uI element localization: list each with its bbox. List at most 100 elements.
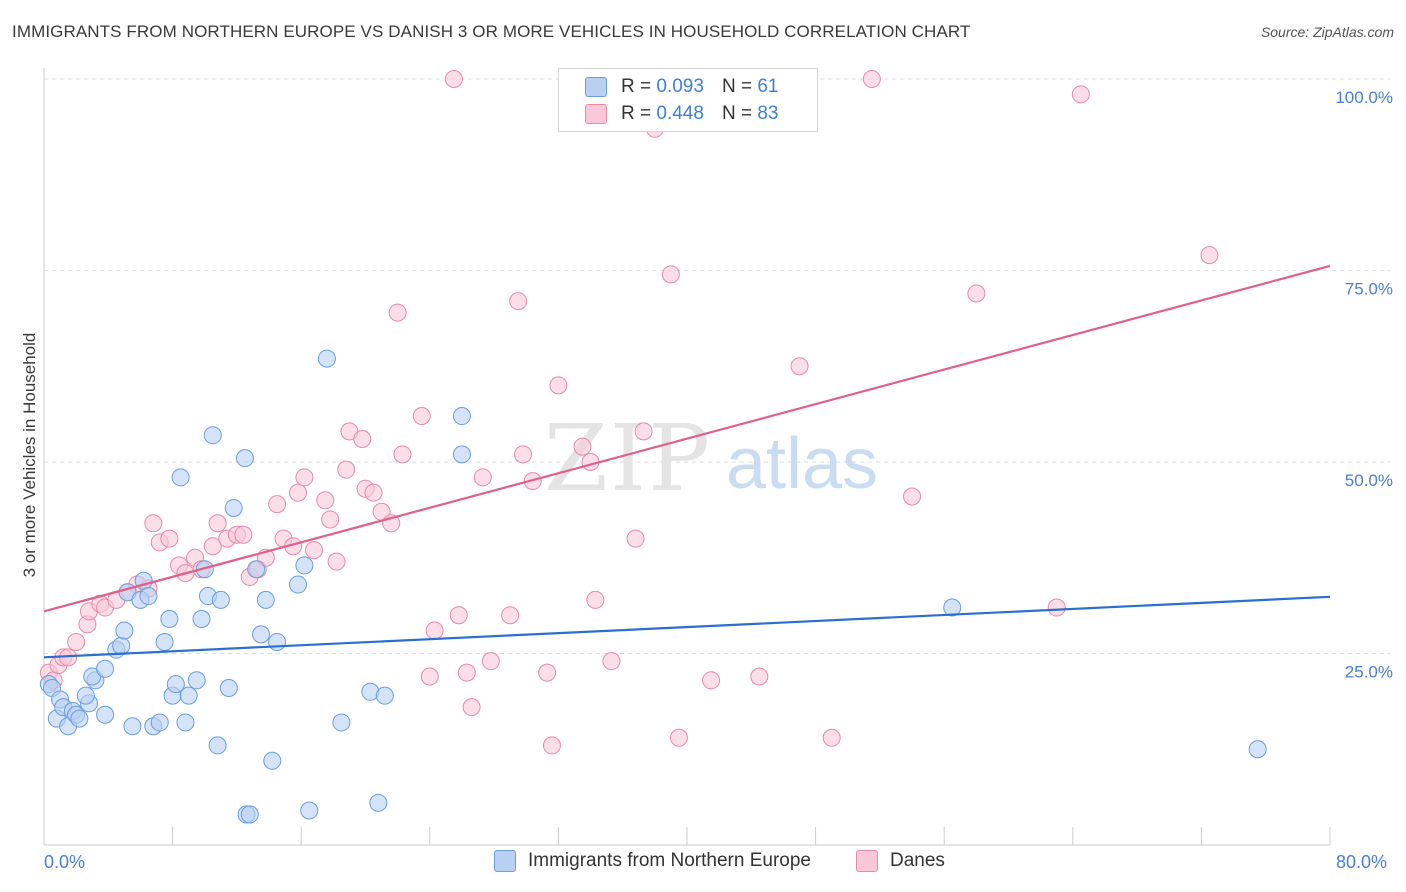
axes [43, 68, 1331, 846]
immigrants-legend-label: Immigrants from Northern Europe [528, 850, 811, 871]
immigrants-point [160, 610, 179, 629]
immigrants-point [369, 793, 388, 812]
danes-point [549, 376, 568, 395]
pink-swatch [585, 104, 607, 124]
source-label: Source: ZipAtlas.com [1260, 24, 1394, 40]
immigrants-point [247, 560, 266, 579]
immigrants-point [70, 709, 89, 728]
danes-point [393, 445, 412, 464]
danes-point [412, 407, 431, 426]
blue-r-label: R = [621, 76, 652, 97]
pink-r-label: R = [621, 103, 652, 124]
immigrants-point [943, 598, 962, 617]
danes-point [862, 70, 881, 88]
danes-swatch [856, 850, 878, 872]
immigrants-point [256, 590, 275, 609]
immigrants-point [115, 621, 134, 640]
immigrants-trend-line [43, 595, 1331, 659]
immigrants-point [187, 671, 206, 690]
danes-point [364, 483, 383, 502]
immigrants-point [452, 445, 471, 464]
blue-n-label: N = [721, 76, 753, 97]
y-tick-labels: 25.0% 50.0% 75.0% 100.0% [1335, 88, 1393, 682]
danes-point [444, 70, 463, 88]
immigrants-point [300, 801, 319, 820]
danes-point [1071, 85, 1090, 104]
danes-point [514, 445, 533, 464]
immigrants-point [332, 713, 351, 732]
danes-point [353, 430, 372, 449]
danes-point [1200, 246, 1219, 265]
danes-point [337, 460, 356, 479]
danes-point [967, 284, 986, 303]
danes-point [626, 529, 645, 548]
legend-item-danes[interactable]: Danes [856, 850, 945, 872]
legend-row-blue: R = 0.093 N = 61 [585, 75, 778, 99]
danes-point [573, 437, 592, 456]
immigrants-point [179, 686, 198, 705]
grid-lines [44, 78, 1390, 654]
danes-point [538, 663, 557, 682]
danes-point [602, 652, 621, 671]
immigrants-point [192, 610, 211, 629]
danes-trend-line [43, 264, 1331, 613]
x-min-label: 0.0% [44, 852, 86, 872]
immigrants-point [452, 407, 471, 426]
danes-point [790, 357, 809, 376]
immigrants-point [208, 736, 227, 755]
immigrants-point [235, 449, 254, 468]
blue-r-value: 0.093 [656, 76, 704, 97]
immigrants-point [203, 426, 222, 445]
immigrants-point [96, 659, 115, 678]
x-max-label: 80.0% [1336, 852, 1388, 872]
danes-point [144, 514, 163, 533]
immigrants-point [224, 498, 243, 517]
immigrants-point [375, 686, 394, 705]
immigrants-point [123, 717, 142, 736]
watermark-atlas: atlas [726, 424, 878, 504]
immigrants-point [176, 713, 195, 732]
danes-point [822, 728, 841, 747]
danes-point [702, 671, 721, 690]
danes-point [473, 468, 492, 487]
immigrants-point [219, 678, 238, 697]
pink-n-label: N = [721, 103, 753, 124]
immigrants-point [155, 633, 174, 652]
y-tick-label-25: 25.0% [1345, 663, 1393, 682]
chart-title: IMMIGRANTS FROM NORTHERN EUROPE VS DANIS… [12, 22, 971, 41]
danes-point [449, 606, 468, 625]
danes-point [305, 541, 324, 560]
watermark-zip: ZIP [544, 405, 712, 512]
trend-lines [43, 264, 1331, 659]
immigrants-swatch [494, 850, 516, 872]
immigrants-point [166, 675, 185, 694]
danes-point [388, 303, 407, 322]
y-tick-label-75: 75.0% [1345, 280, 1393, 299]
danes-point [903, 487, 922, 506]
danes-point [501, 606, 520, 625]
immigrants-point [240, 805, 259, 824]
danes-point [316, 491, 335, 510]
danes-point [634, 422, 653, 441]
immigrants-point [96, 705, 115, 724]
danes-legend-label: Danes [890, 850, 945, 871]
immigrants-point [252, 625, 271, 644]
danes-point [203, 537, 222, 556]
danes-point [509, 292, 528, 311]
pink-r-value: 0.448 [656, 103, 704, 124]
danes-point [586, 590, 605, 609]
y-tick-label-50: 50.0% [1345, 471, 1393, 490]
immigrants-point [76, 686, 95, 705]
immigrants-point [317, 349, 336, 368]
blue-swatch [585, 77, 607, 97]
legend-item-immigrants[interactable]: Immigrants from Northern Europe [494, 850, 811, 872]
danes-point [321, 510, 340, 529]
danes-point [481, 652, 500, 671]
danes-point [295, 468, 314, 487]
danes-point [234, 525, 253, 544]
danes-point [420, 667, 439, 686]
correlation-legend: R = 0.093 N = 61 R = 0.448 N = 83 [558, 68, 818, 132]
watermark: ZIP atlas [544, 405, 878, 512]
immigrants-point [288, 575, 307, 594]
